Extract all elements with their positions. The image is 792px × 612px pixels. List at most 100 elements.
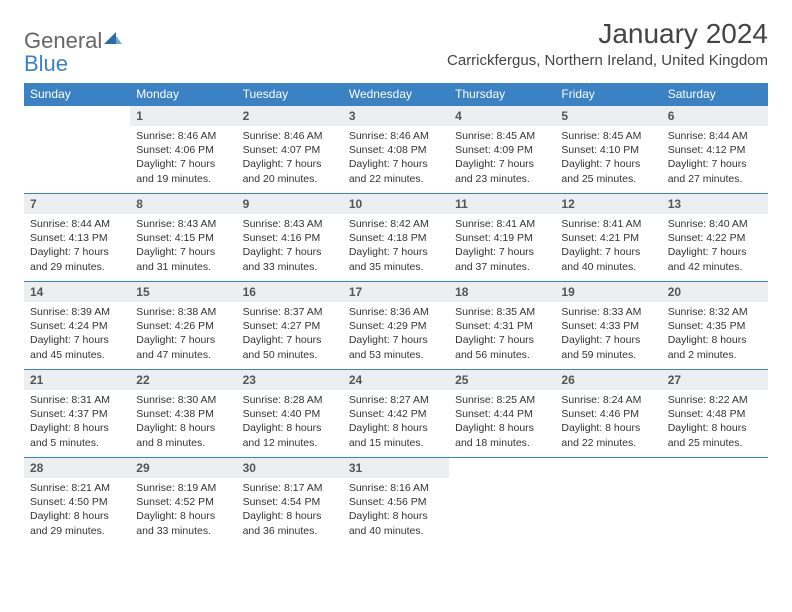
- sunset-text: Sunset: 4:10 PM: [561, 143, 655, 157]
- calendar-day-cell: 30Sunrise: 8:17 AMSunset: 4:54 PMDayligh…: [237, 458, 343, 546]
- weekday-header: Saturday: [662, 83, 768, 106]
- day-details: Sunrise: 8:17 AMSunset: 4:54 PMDaylight:…: [237, 478, 343, 542]
- daylight-text: and 40 minutes.: [349, 524, 443, 538]
- sunrise-text: Sunrise: 8:30 AM: [136, 393, 230, 407]
- day-details: Sunrise: 8:41 AMSunset: 4:21 PMDaylight:…: [555, 214, 661, 278]
- day-number: 5: [555, 106, 661, 126]
- day-details: Sunrise: 8:33 AMSunset: 4:33 PMDaylight:…: [555, 302, 661, 366]
- sunset-text: Sunset: 4:46 PM: [561, 407, 655, 421]
- day-details: Sunrise: 8:25 AMSunset: 4:44 PMDaylight:…: [449, 390, 555, 454]
- sunrise-text: Sunrise: 8:45 AM: [561, 129, 655, 143]
- day-details: Sunrise: 8:44 AMSunset: 4:13 PMDaylight:…: [24, 214, 130, 278]
- weekday-header: Tuesday: [237, 83, 343, 106]
- daylight-text: Daylight: 7 hours: [136, 157, 230, 171]
- daylight-text: Daylight: 8 hours: [136, 509, 230, 523]
- day-details: Sunrise: 8:38 AMSunset: 4:26 PMDaylight:…: [130, 302, 236, 366]
- day-number: 21: [24, 370, 130, 390]
- daylight-text: Daylight: 8 hours: [668, 421, 762, 435]
- calendar-week-row: 28Sunrise: 8:21 AMSunset: 4:50 PMDayligh…: [24, 458, 768, 546]
- day-number: 25: [449, 370, 555, 390]
- sunrise-text: Sunrise: 8:32 AM: [668, 305, 762, 319]
- weekday-header: Thursday: [449, 83, 555, 106]
- day-number: 31: [343, 458, 449, 478]
- daylight-text: Daylight: 7 hours: [349, 245, 443, 259]
- daylight-text: Daylight: 7 hours: [243, 157, 337, 171]
- sunrise-text: Sunrise: 8:46 AM: [136, 129, 230, 143]
- sunset-text: Sunset: 4:48 PM: [668, 407, 762, 421]
- daylight-text: and 59 minutes.: [561, 348, 655, 362]
- day-details: Sunrise: 8:46 AMSunset: 4:06 PMDaylight:…: [130, 126, 236, 190]
- daylight-text: and 33 minutes.: [136, 524, 230, 538]
- sunrise-text: Sunrise: 8:46 AM: [349, 129, 443, 143]
- calendar-day-cell: ..: [555, 458, 661, 546]
- daylight-text: and 18 minutes.: [455, 436, 549, 450]
- sunrise-text: Sunrise: 8:41 AM: [455, 217, 549, 231]
- sunrise-text: Sunrise: 8:40 AM: [668, 217, 762, 231]
- daylight-text: and 8 minutes.: [136, 436, 230, 450]
- sunset-text: Sunset: 4:38 PM: [136, 407, 230, 421]
- weekday-header: Monday: [130, 83, 236, 106]
- sunrise-text: Sunrise: 8:36 AM: [349, 305, 443, 319]
- day-number: 14: [24, 282, 130, 302]
- day-number: 13: [662, 194, 768, 214]
- daylight-text: and 56 minutes.: [455, 348, 549, 362]
- sunrise-text: Sunrise: 8:37 AM: [243, 305, 337, 319]
- sunset-text: Sunset: 4:18 PM: [349, 231, 443, 245]
- daylight-text: Daylight: 7 hours: [349, 157, 443, 171]
- day-details: Sunrise: 8:31 AMSunset: 4:37 PMDaylight:…: [24, 390, 130, 454]
- day-details: Sunrise: 8:40 AMSunset: 4:22 PMDaylight:…: [662, 214, 768, 278]
- daylight-text: Daylight: 8 hours: [30, 509, 124, 523]
- daylight-text: Daylight: 7 hours: [455, 333, 549, 347]
- daylight-text: Daylight: 8 hours: [136, 421, 230, 435]
- calendar-day-cell: 21Sunrise: 8:31 AMSunset: 4:37 PMDayligh…: [24, 370, 130, 458]
- day-details: Sunrise: 8:22 AMSunset: 4:48 PMDaylight:…: [662, 390, 768, 454]
- sunset-text: Sunset: 4:08 PM: [349, 143, 443, 157]
- sunrise-text: Sunrise: 8:35 AM: [455, 305, 549, 319]
- sunset-text: Sunset: 4:27 PM: [243, 319, 337, 333]
- daylight-text: Daylight: 8 hours: [668, 333, 762, 347]
- daylight-text: and 25 minutes.: [668, 436, 762, 450]
- day-details: Sunrise: 8:45 AMSunset: 4:09 PMDaylight:…: [449, 126, 555, 190]
- calendar-day-cell: 20Sunrise: 8:32 AMSunset: 4:35 PMDayligh…: [662, 282, 768, 370]
- daylight-text: and 35 minutes.: [349, 260, 443, 274]
- month-title: January 2024: [447, 18, 768, 50]
- daylight-text: and 53 minutes.: [349, 348, 443, 362]
- day-number: 9: [237, 194, 343, 214]
- calendar-day-cell: 4Sunrise: 8:45 AMSunset: 4:09 PMDaylight…: [449, 106, 555, 194]
- calendar-day-cell: 7Sunrise: 8:44 AMSunset: 4:13 PMDaylight…: [24, 194, 130, 282]
- sunset-text: Sunset: 4:16 PM: [243, 231, 337, 245]
- sunrise-text: Sunrise: 8:27 AM: [349, 393, 443, 407]
- day-number: 27: [662, 370, 768, 390]
- daylight-text: and 47 minutes.: [136, 348, 230, 362]
- sunrise-text: Sunrise: 8:19 AM: [136, 481, 230, 495]
- calendar-day-cell: 28Sunrise: 8:21 AMSunset: 4:50 PMDayligh…: [24, 458, 130, 546]
- daylight-text: Daylight: 7 hours: [668, 157, 762, 171]
- daylight-text: and 29 minutes.: [30, 524, 124, 538]
- day-details: Sunrise: 8:24 AMSunset: 4:46 PMDaylight:…: [555, 390, 661, 454]
- sunrise-text: Sunrise: 8:25 AM: [455, 393, 549, 407]
- day-details: Sunrise: 8:32 AMSunset: 4:35 PMDaylight:…: [662, 302, 768, 366]
- sunset-text: Sunset: 4:56 PM: [349, 495, 443, 509]
- daylight-text: Daylight: 8 hours: [455, 421, 549, 435]
- day-details: Sunrise: 8:28 AMSunset: 4:40 PMDaylight:…: [237, 390, 343, 454]
- calendar-day-cell: ..: [449, 458, 555, 546]
- daylight-text: and 42 minutes.: [668, 260, 762, 274]
- daylight-text: and 15 minutes.: [349, 436, 443, 450]
- day-details: Sunrise: 8:19 AMSunset: 4:52 PMDaylight:…: [130, 478, 236, 542]
- day-details: Sunrise: 8:39 AMSunset: 4:24 PMDaylight:…: [24, 302, 130, 366]
- sunrise-text: Sunrise: 8:24 AM: [561, 393, 655, 407]
- daylight-text: Daylight: 7 hours: [30, 333, 124, 347]
- sunrise-text: Sunrise: 8:45 AM: [455, 129, 549, 143]
- day-details: Sunrise: 8:46 AMSunset: 4:07 PMDaylight:…: [237, 126, 343, 190]
- sunrise-text: Sunrise: 8:43 AM: [136, 217, 230, 231]
- title-block: January 2024 Carrickfergus, Northern Ire…: [447, 18, 768, 69]
- daylight-text: Daylight: 7 hours: [30, 245, 124, 259]
- calendar-week-row: ..1Sunrise: 8:46 AMSunset: 4:06 PMDaylig…: [24, 106, 768, 194]
- day-details: Sunrise: 8:45 AMSunset: 4:10 PMDaylight:…: [555, 126, 661, 190]
- calendar-day-cell: ..: [662, 458, 768, 546]
- calendar-day-cell: 5Sunrise: 8:45 AMSunset: 4:10 PMDaylight…: [555, 106, 661, 194]
- daylight-text: and 22 minutes.: [349, 172, 443, 186]
- sunset-text: Sunset: 4:21 PM: [561, 231, 655, 245]
- day-number: 4: [449, 106, 555, 126]
- daylight-text: Daylight: 7 hours: [243, 245, 337, 259]
